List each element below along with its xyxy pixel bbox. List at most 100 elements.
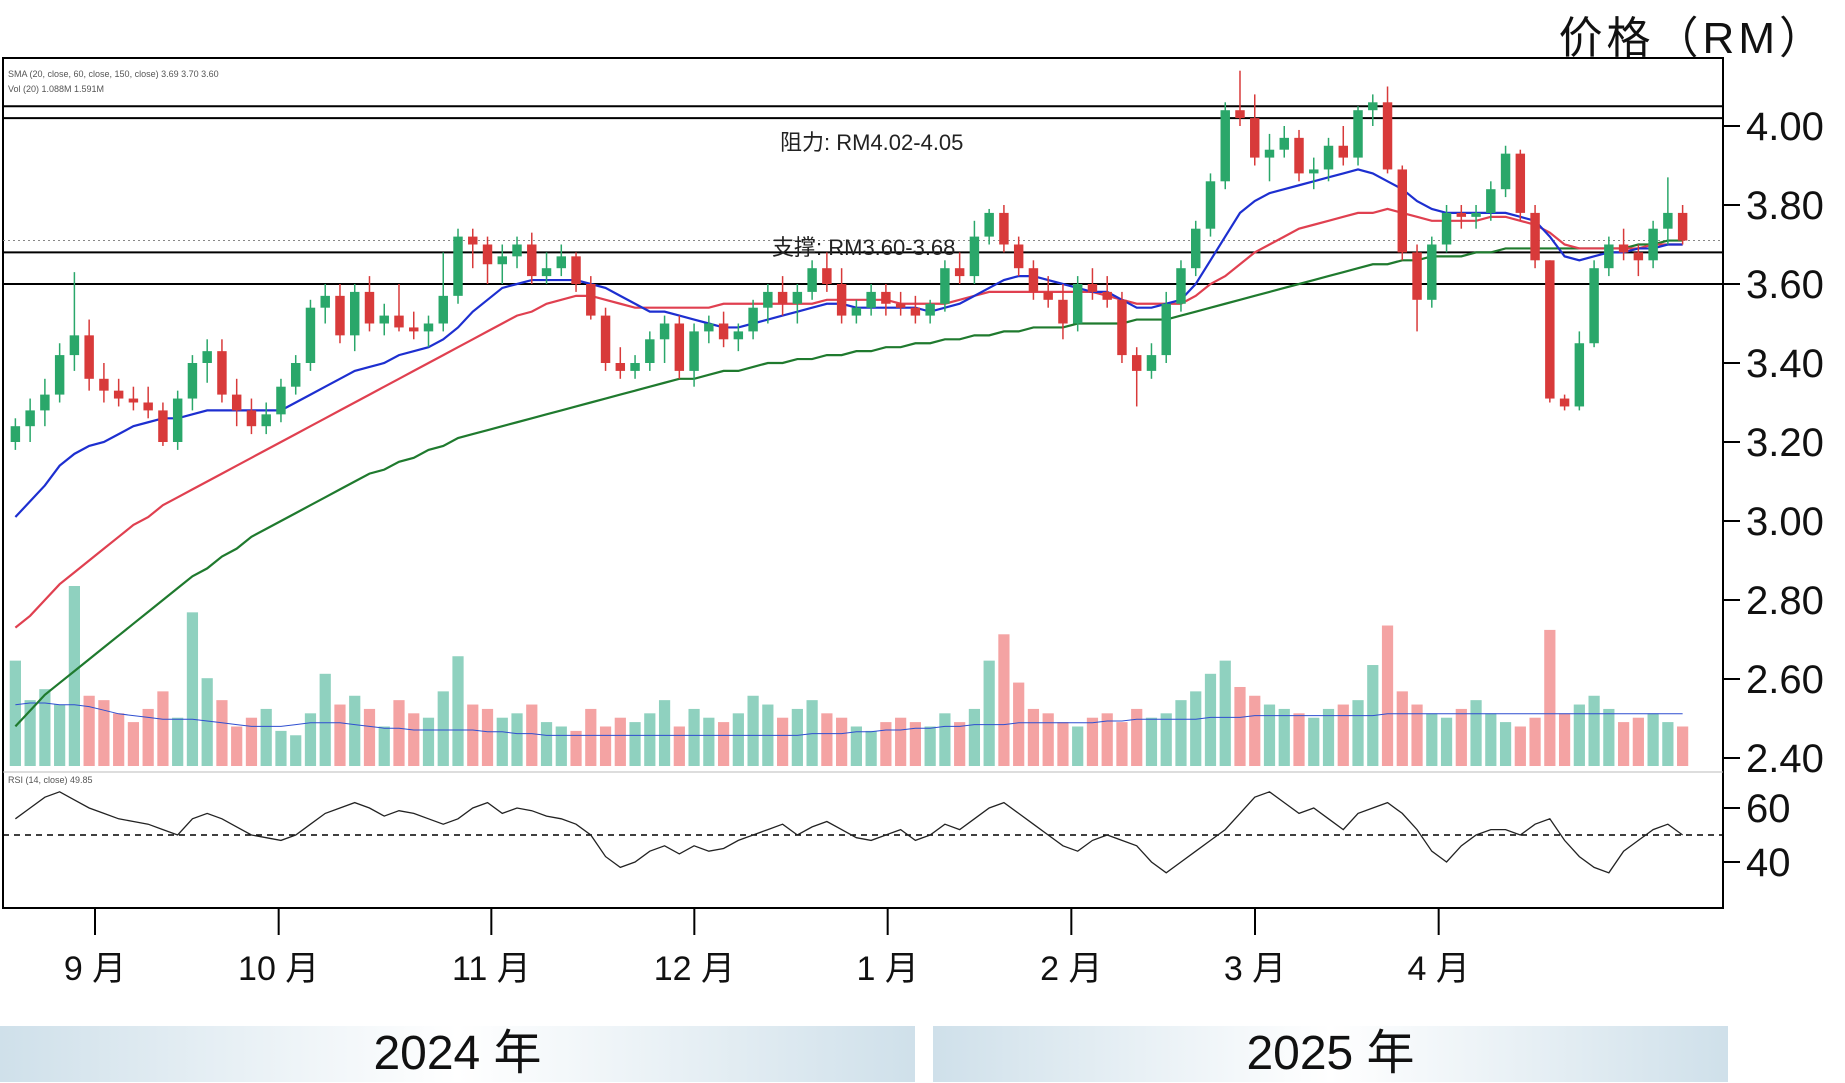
volume-bar (644, 713, 656, 766)
volume-bar (821, 713, 833, 766)
candle-body-down (364, 291, 375, 324)
volume-bar (127, 722, 140, 766)
month-tick-label: 9 月 (64, 950, 126, 988)
candle-body-up (423, 323, 434, 332)
candle-body-down (1515, 153, 1526, 213)
volume-bar (1499, 722, 1512, 766)
volume-bar (363, 708, 376, 766)
candle-body-down (84, 335, 94, 379)
candle-body-down (600, 315, 611, 363)
candle-body-up (1205, 181, 1216, 229)
candle-body-down (1382, 102, 1393, 170)
y-axis-unit-label: 价格（RM） (1558, 14, 1827, 63)
volume-bar (98, 700, 110, 766)
volume-bar (393, 700, 405, 766)
volume-bar (865, 730, 877, 766)
volume-bar (496, 717, 508, 766)
volume-bar (1116, 722, 1128, 766)
volume-bar (924, 726, 936, 766)
candle-body-down (1530, 212, 1540, 261)
volume-bar (1337, 704, 1349, 766)
candle-body-up (1176, 268, 1186, 304)
candle-body-up (1368, 102, 1378, 111)
volume-bar (260, 708, 272, 766)
candle-body-down (1013, 244, 1024, 269)
candle-body-down (954, 268, 965, 277)
volume-bar (1293, 713, 1305, 766)
volume-bar (629, 722, 641, 766)
volume-bar (1677, 726, 1689, 766)
candle-body-up (1648, 228, 1658, 261)
volume-bar (688, 708, 700, 766)
volume-bar (526, 704, 538, 766)
volume-bar (806, 700, 818, 766)
volume-bar (1145, 717, 1158, 766)
volume-bar (1086, 717, 1099, 766)
candle-body-up (763, 291, 773, 308)
candle-body-down (1294, 137, 1304, 174)
candle-body-down (482, 244, 493, 265)
volume-bar (1440, 717, 1453, 766)
candle-body-up (792, 291, 803, 304)
volume-bar (1160, 713, 1172, 766)
volume-bar (540, 722, 553, 766)
candle-body-up (261, 414, 271, 427)
candle-body-up (807, 268, 817, 292)
candle-body-down (1412, 252, 1422, 300)
volume-bar (717, 722, 730, 766)
candle-body-down (571, 256, 581, 284)
volume-bar (1278, 708, 1290, 766)
candle-body-down (1250, 118, 1260, 158)
volume-bar (658, 700, 671, 766)
candle-body-down (1618, 244, 1629, 253)
price-tick-label: 2.80 (1746, 579, 1824, 623)
candle-body-down (1633, 252, 1644, 261)
candle-body-up (69, 335, 80, 356)
volume-bar (1470, 700, 1482, 766)
candle-body-down (1677, 212, 1688, 241)
candle-body-down (999, 212, 1009, 245)
volume-bar (437, 691, 449, 766)
candle-body-up (1191, 228, 1201, 269)
candle-body-down (527, 244, 537, 277)
candle-body-up (1323, 145, 1334, 170)
price-tick-label: 3.20 (1746, 421, 1824, 465)
month-tick-label: 12 月 (654, 950, 735, 988)
legend-rsi: RSI (14, close) 49.85 (8, 775, 93, 785)
volume-bar (1234, 686, 1246, 766)
price-tick-label: 3.40 (1746, 342, 1824, 386)
candle-body-down (143, 402, 153, 411)
volume-bar (201, 678, 213, 766)
volume-bar (452, 656, 464, 766)
volume-bar (1573, 704, 1585, 766)
volume-bar (1219, 660, 1231, 766)
candle-body-up (1427, 244, 1437, 300)
candle-body-up (305, 307, 316, 363)
candle-body-up (202, 351, 212, 363)
volume-bar (334, 704, 346, 766)
month-tick-label: 3 月 (1224, 950, 1286, 988)
volume-bar (1558, 713, 1571, 766)
candle-body-down (217, 351, 227, 395)
year-label-2025: 2025 年 (933, 1026, 1728, 1082)
volume-bar (1204, 673, 1217, 766)
volume-bar (24, 700, 36, 766)
candle-body-up (1663, 212, 1673, 229)
month-tick-label: 11 月 (452, 950, 531, 988)
volume-bar (968, 708, 981, 766)
candle-body-up (645, 339, 655, 363)
candle-body-down (1102, 291, 1112, 300)
volume-bar (378, 726, 390, 766)
candle-body-down (777, 291, 788, 304)
candle-body-down (822, 268, 832, 284)
volume-bar (1057, 722, 1069, 766)
candle-body-up (453, 236, 463, 296)
volume-bar (1529, 717, 1541, 766)
candle-body-down (128, 398, 139, 403)
volume-bar (1322, 708, 1335, 766)
volume-bar (1411, 704, 1423, 766)
candle-body-up (1146, 355, 1157, 371)
candle-body-up (866, 291, 876, 308)
candle-body-down (1117, 299, 1127, 356)
candle-body-up (512, 244, 522, 257)
